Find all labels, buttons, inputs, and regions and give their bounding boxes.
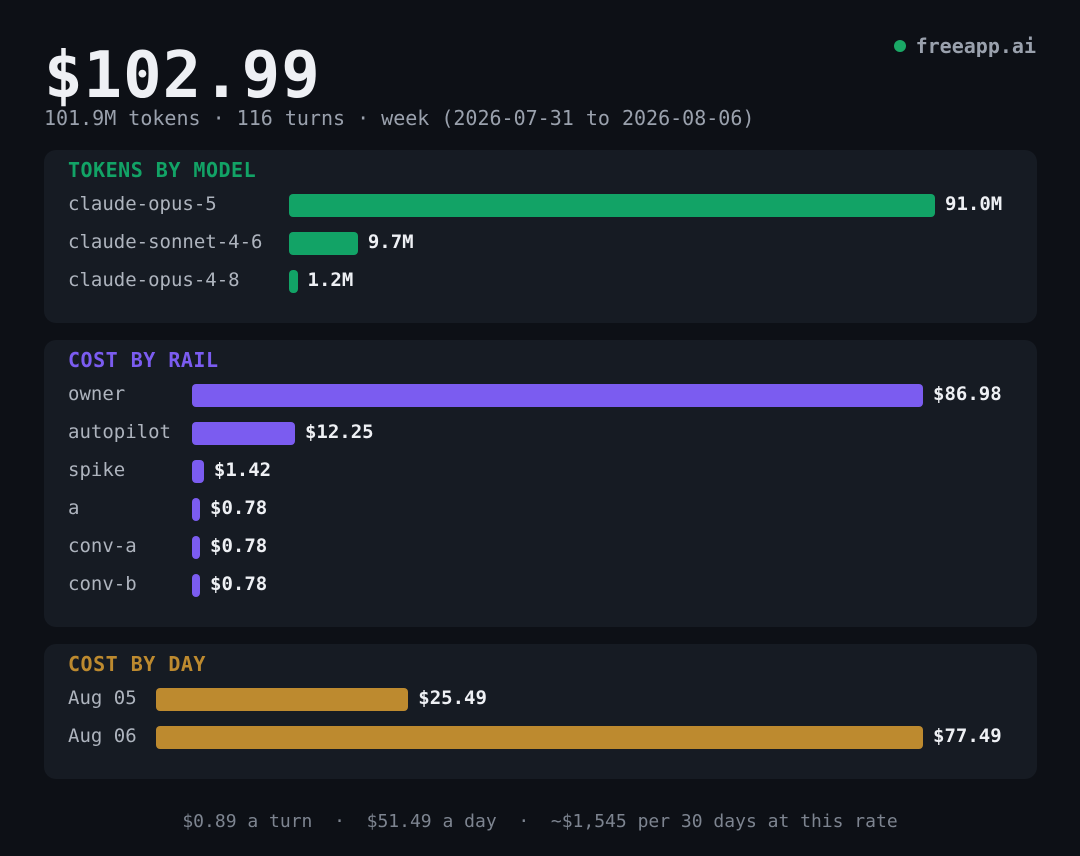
footer-per-day: $51.49 a day xyxy=(366,811,497,832)
bar xyxy=(289,270,298,293)
bar-label: Aug 06 xyxy=(68,725,137,747)
bar-value-label: $12.25 xyxy=(304,421,374,443)
bar-label: claude-opus-4-8 xyxy=(68,269,240,291)
bar-row-model: claude-sonnet-4-6 9.7M xyxy=(68,224,1013,262)
bar-value-label: $0.78 xyxy=(210,497,268,519)
bar-label: claude-sonnet-4-6 xyxy=(68,231,263,253)
footer-separator: · xyxy=(518,811,530,832)
bar-value-label: $0.78 xyxy=(210,573,268,595)
bar-row-day: Aug 05 $25.49 xyxy=(68,680,1013,718)
bar-label: owner xyxy=(68,383,126,405)
bar-label: autopilot xyxy=(68,421,171,443)
bar-value-label: $0.78 xyxy=(210,535,268,557)
panel-title: TOKENS BY MODEL xyxy=(68,158,257,182)
brand: freeapp.ai xyxy=(893,34,1036,58)
footer-separator: · xyxy=(334,811,345,832)
bar xyxy=(192,498,200,521)
panel-title: COST BY DAY xyxy=(68,652,206,676)
bar xyxy=(192,574,200,597)
total-cost: $102.99 xyxy=(44,39,321,113)
brand-dot-icon xyxy=(893,40,906,52)
bar xyxy=(192,460,204,483)
bar-row-rail: owner $86.98 xyxy=(68,376,1013,414)
bar-row-rail: a $0.78 xyxy=(68,490,1013,528)
bar-label: Aug 05 xyxy=(68,687,137,709)
bar-label: conv-a xyxy=(68,535,137,557)
bar-label: a xyxy=(68,497,80,519)
bar xyxy=(289,194,935,217)
bar-label: conv-b xyxy=(68,573,137,595)
bar-value-label: $77.49 xyxy=(933,725,1002,747)
bar xyxy=(192,384,923,407)
footer-projection: ~$1,545 per 30 days at this rate xyxy=(550,811,898,832)
bar-value-label: 1.2M xyxy=(307,269,354,291)
footer-per-turn: $0.89 a turn xyxy=(182,811,313,832)
cost-by-rail-panel: COST BY RAIL owner $86.98 autopilot $12.25 s… xyxy=(44,340,1037,627)
bar xyxy=(192,422,295,445)
bar xyxy=(156,688,409,711)
bar-row-model: claude-opus-4-8 1.2M xyxy=(68,262,1013,300)
bar xyxy=(289,232,358,255)
bar-label: spike xyxy=(68,459,126,481)
bar-row-model: claude-opus-5 91.0M xyxy=(68,186,1013,224)
bar-row-rail: conv-a $0.78 xyxy=(68,528,1013,566)
brand-name: freeapp.ai xyxy=(915,34,1036,58)
bar-row-rail: autopilot $12.25 xyxy=(68,414,1013,452)
bar-value-label: $1.42 xyxy=(213,459,272,481)
cost-by-day-panel: COST BY DAY Aug 05 $25.49 Aug 06 $77.49 xyxy=(44,644,1037,779)
bar-value-label: 9.7M xyxy=(367,231,414,253)
bar xyxy=(192,536,200,559)
bar-value-label: $86.98 xyxy=(933,383,1002,405)
bar-row-day: Aug 06 $77.49 xyxy=(68,718,1013,756)
bar-value-label: $25.49 xyxy=(418,687,487,709)
summary-subtitle: 101.9M tokens · 116 turns · week (2026-0… xyxy=(44,106,755,130)
bar-label: claude-opus-5 xyxy=(68,193,217,215)
panel-title: COST BY RAIL xyxy=(68,348,219,372)
bar-row-rail: conv-b $0.78 xyxy=(68,566,1013,604)
tokens-by-model-panel: TOKENS BY MODEL claude-opus-5 91.0M claude… xyxy=(44,150,1037,323)
footer-stats: $0.89 a turn · $51.49 a day · ~$1,545 pe… xyxy=(0,811,1080,832)
bar-value-label: 91.0M xyxy=(945,193,1003,215)
bar xyxy=(156,726,923,749)
bar-row-rail: spike $1.42 xyxy=(68,452,1013,490)
